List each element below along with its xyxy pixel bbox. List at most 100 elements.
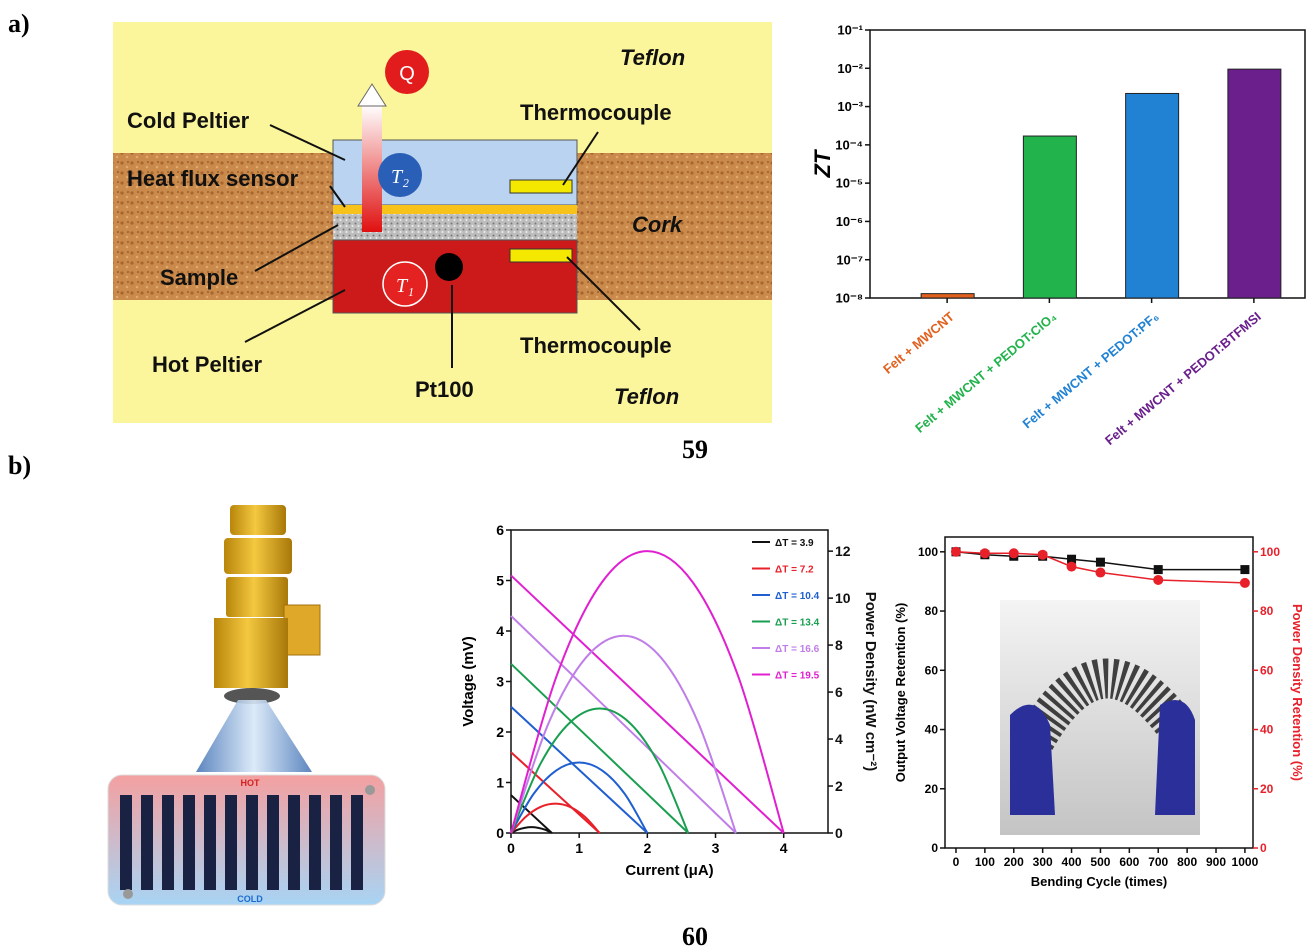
y2-tick-label: 80 [1260, 604, 1274, 618]
x-tick-label: 300 [1033, 855, 1053, 869]
line [244, 289, 346, 343]
nozzle-part [230, 505, 286, 535]
y2-tick-label: 60 [1260, 663, 1274, 677]
x-tick-label: 4 [780, 840, 788, 856]
y2-tick-label: 2 [835, 778, 843, 794]
diagram-label: Sample [160, 265, 238, 290]
diagram-label: Thermocouple [520, 333, 672, 358]
y-tick-label: 5 [496, 572, 504, 588]
nozzle-part [214, 618, 288, 688]
glove [1155, 700, 1195, 815]
series-line [955, 551, 1245, 571]
rect [267, 795, 279, 890]
rect [246, 795, 258, 890]
panel-label: a) [8, 9, 30, 38]
x-tick-label: 1 [575, 840, 583, 856]
rect [141, 795, 153, 890]
bar [1125, 92, 1180, 299]
rect [225, 795, 237, 890]
y2-axis-label: Power Density Retention (%) [1290, 604, 1305, 781]
rect [309, 795, 321, 890]
series-line [510, 550, 785, 834]
x-tick-label: 1000 [1232, 855, 1259, 869]
line [269, 124, 346, 161]
rect [288, 795, 300, 890]
diagram-label: Thermocouple [520, 100, 672, 125]
glove [1010, 704, 1055, 815]
series-line [510, 663, 689, 834]
reference-number: 59 [682, 435, 708, 464]
y2-axis-label: Power Density (nW cm⁻²) [862, 592, 879, 772]
y-tick-label: 2 [496, 724, 504, 740]
y2-tick-label: 6 [835, 684, 843, 700]
heat-arrow [362, 105, 382, 232]
series-line [510, 634, 737, 834]
thermocouple [509, 179, 573, 194]
x-axis-label: Current (μA) [625, 862, 713, 879]
thermocouple [509, 248, 573, 263]
nozzle-part [226, 577, 288, 617]
x-tick-label: 200 [1004, 855, 1024, 869]
y-tick-label: 3 [496, 673, 504, 689]
marker [1153, 565, 1163, 575]
arrow-head [357, 83, 387, 107]
legend-label: ΔT = 16.6 [775, 644, 820, 655]
y-tick-label: 10⁻¹ [837, 23, 863, 38]
y-tick-label: 1 [496, 774, 504, 790]
y2-tick-label: 100 [1260, 545, 1280, 559]
y-axis-label: ZT [810, 149, 835, 178]
y-tick-label: 6 [496, 522, 504, 538]
heat-marker [385, 50, 429, 94]
nozzle-part [283, 604, 321, 656]
y-axis-label: Output Voltage Retention (%) [893, 603, 908, 783]
marker [1008, 548, 1019, 559]
heat-label: Q [399, 63, 415, 85]
diagram-label: Heat flux sensor [127, 166, 299, 191]
diagram-label: Cork [632, 212, 684, 237]
y2-tick-label: 0 [835, 825, 843, 841]
y2-tick-label: 40 [1260, 723, 1274, 737]
legend-label: ΔT = 7.2 [775, 565, 814, 576]
t1-marker [382, 261, 428, 307]
y-tick-label: 10⁻³ [837, 99, 863, 114]
x-tick-label: 3 [712, 840, 720, 856]
heat-flux-sensor [333, 205, 577, 214]
bar [920, 293, 975, 299]
rect [330, 795, 342, 890]
x-tick-label: 500 [1090, 855, 1110, 869]
y-axis-label: Voltage (mV) [460, 636, 477, 727]
y-tick-label: 10⁻⁷ [836, 252, 863, 267]
series-line [510, 802, 601, 834]
series-line [510, 615, 737, 834]
inset-photo [1000, 600, 1200, 835]
spray-cone [196, 700, 312, 772]
electrode [365, 785, 375, 795]
line [329, 185, 346, 208]
y-tick-label: 0 [931, 841, 938, 855]
y-tick-label: 10⁻² [837, 61, 863, 76]
marker [1239, 577, 1250, 588]
y-tick-label: 10⁻⁵ [836, 176, 863, 191]
plot-frame [944, 536, 1254, 849]
leader-lines [244, 124, 641, 368]
pt100-sensor [435, 253, 463, 281]
y-tick-label: 10⁻⁸ [836, 291, 863, 306]
marker [1066, 561, 1077, 572]
series-line [510, 574, 785, 834]
y2-tick-label: 8 [835, 637, 843, 653]
panel-label: b) [8, 451, 31, 480]
legend-label: ΔT = 13.4 [775, 618, 820, 629]
y-tick-label: 60 [925, 663, 939, 677]
t1-label: T₁ [396, 275, 414, 297]
category-label: Felt + MWCNT [880, 309, 957, 377]
reference-number: 60 [682, 922, 708, 949]
rect [120, 795, 132, 890]
legend-label: ΔT = 10.4 [775, 591, 820, 602]
bar [1022, 135, 1077, 299]
y2-tick-label: 4 [835, 731, 843, 747]
marker [1095, 567, 1106, 578]
marker [1067, 554, 1077, 564]
